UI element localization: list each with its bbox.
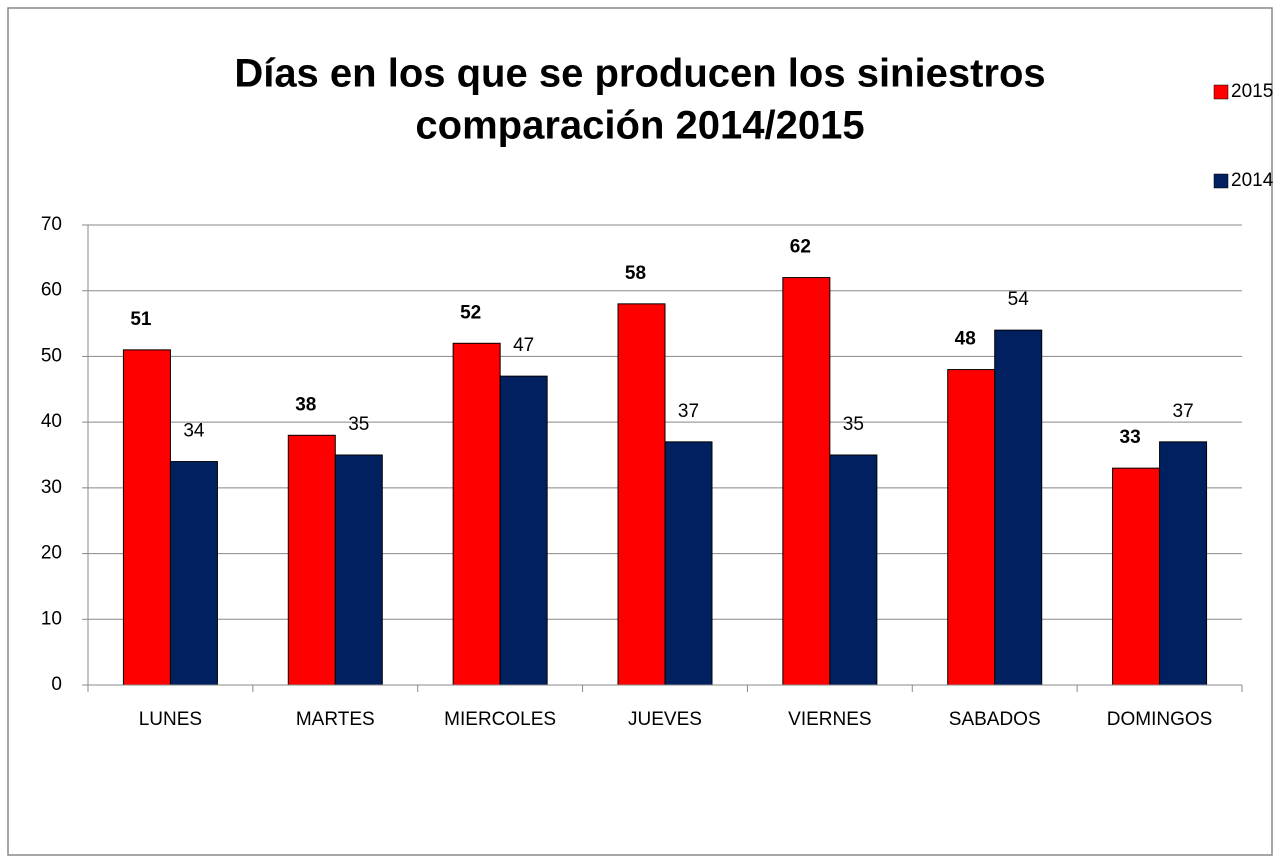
bar (829, 454, 878, 686)
y-tick-label: 60 (41, 280, 62, 301)
bar (287, 434, 336, 686)
y-tick-label: 70 (41, 214, 62, 235)
data-label: 52 (460, 302, 481, 323)
x-tick-label: JUEVES (628, 709, 702, 730)
x-tick-label: DOMINGOS (1107, 709, 1213, 730)
bar (617, 303, 666, 686)
bar (782, 277, 831, 686)
data-label: 38 (295, 394, 316, 415)
data-label: 48 (955, 329, 976, 350)
chart-title: comparación 2014/2015 (415, 104, 864, 148)
x-tick-label: SABADOS (949, 709, 1041, 730)
y-tick-label: 50 (41, 345, 62, 366)
x-tick-label: MIERCOLES (444, 709, 556, 730)
y-tick-label: 30 (41, 477, 62, 498)
data-label: 58 (625, 263, 646, 284)
data-label: 35 (348, 414, 369, 435)
data-label: 37 (678, 401, 699, 422)
bar (122, 349, 171, 686)
bar (664, 441, 713, 686)
y-tick-label: 0 (51, 674, 62, 695)
data-label: 33 (1120, 427, 1141, 448)
legend-label: 2015 (1231, 81, 1273, 102)
data-label: 35 (843, 414, 864, 435)
y-tick-label: 40 (41, 411, 62, 432)
chart-title: Días en los que se producen los siniestr… (234, 52, 1045, 96)
x-tick-label: MARTES (296, 709, 375, 730)
legend-swatch (1213, 84, 1229, 100)
bar (994, 329, 1043, 686)
x-tick-label: VIERNES (788, 709, 871, 730)
legend-swatch (1213, 173, 1229, 189)
y-tick-label: 20 (41, 543, 62, 564)
data-label: 54 (1008, 289, 1030, 310)
data-label: 34 (183, 421, 205, 442)
bar (1112, 467, 1161, 686)
bar (169, 461, 218, 686)
bar (1159, 441, 1208, 686)
bar (334, 454, 383, 686)
y-tick-label: 10 (41, 608, 62, 629)
data-label: 62 (790, 237, 811, 258)
bar (452, 342, 501, 686)
data-label: 37 (1173, 401, 1194, 422)
x-tick-label: LUNES (139, 709, 202, 730)
bar (499, 375, 548, 686)
bar (947, 369, 996, 686)
data-label: 51 (130, 309, 152, 330)
data-label: 47 (513, 335, 534, 356)
legend-label: 2014 (1231, 170, 1274, 191)
